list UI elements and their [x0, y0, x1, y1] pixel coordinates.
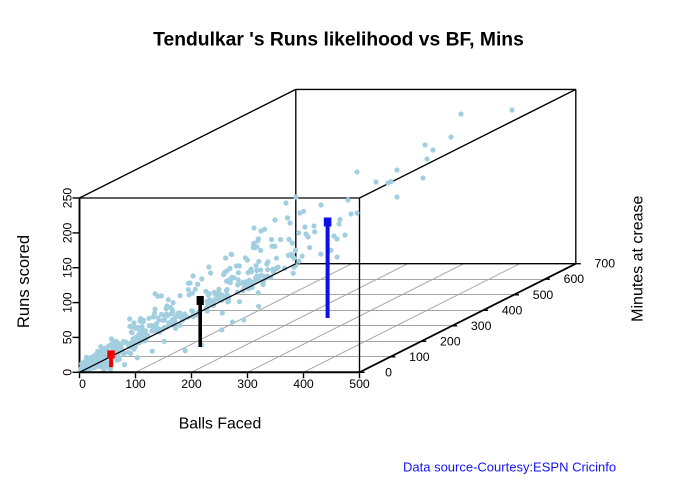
svg-text:300: 300	[471, 319, 492, 333]
svg-text:Runs scored: Runs scored	[14, 235, 33, 328]
svg-text:200: 200	[440, 334, 461, 348]
svg-text:100: 100	[125, 377, 146, 391]
svg-text:100: 100	[61, 292, 75, 313]
svg-text:400: 400	[293, 377, 314, 391]
svg-text:Minutes at crease: Minutes at crease	[630, 195, 647, 321]
svg-text:300: 300	[237, 377, 258, 391]
svg-text:150: 150	[61, 257, 75, 278]
svg-text:600: 600	[564, 272, 585, 286]
svg-text:100: 100	[409, 350, 430, 364]
svg-text:700: 700	[595, 257, 616, 271]
svg-text:0: 0	[61, 369, 75, 376]
svg-text:500: 500	[349, 377, 370, 391]
svg-text:Data source-Courtesy:ESPN Cric: Data source-Courtesy:ESPN Cricinfo	[403, 460, 616, 475]
svg-text:Tendulkar 's Runs likelihood v: Tendulkar 's Runs likelihood vs BF, Mins	[153, 29, 524, 50]
svg-text:Balls Faced: Balls Faced	[179, 415, 262, 432]
svg-text:500: 500	[533, 288, 554, 302]
svg-text:0: 0	[79, 377, 86, 391]
svg-text:250: 250	[61, 188, 75, 209]
svg-text:200: 200	[61, 222, 75, 243]
svg-text:50: 50	[61, 330, 75, 344]
svg-text:0: 0	[385, 365, 392, 379]
svg-text:200: 200	[181, 377, 202, 391]
svg-text:400: 400	[502, 303, 523, 317]
